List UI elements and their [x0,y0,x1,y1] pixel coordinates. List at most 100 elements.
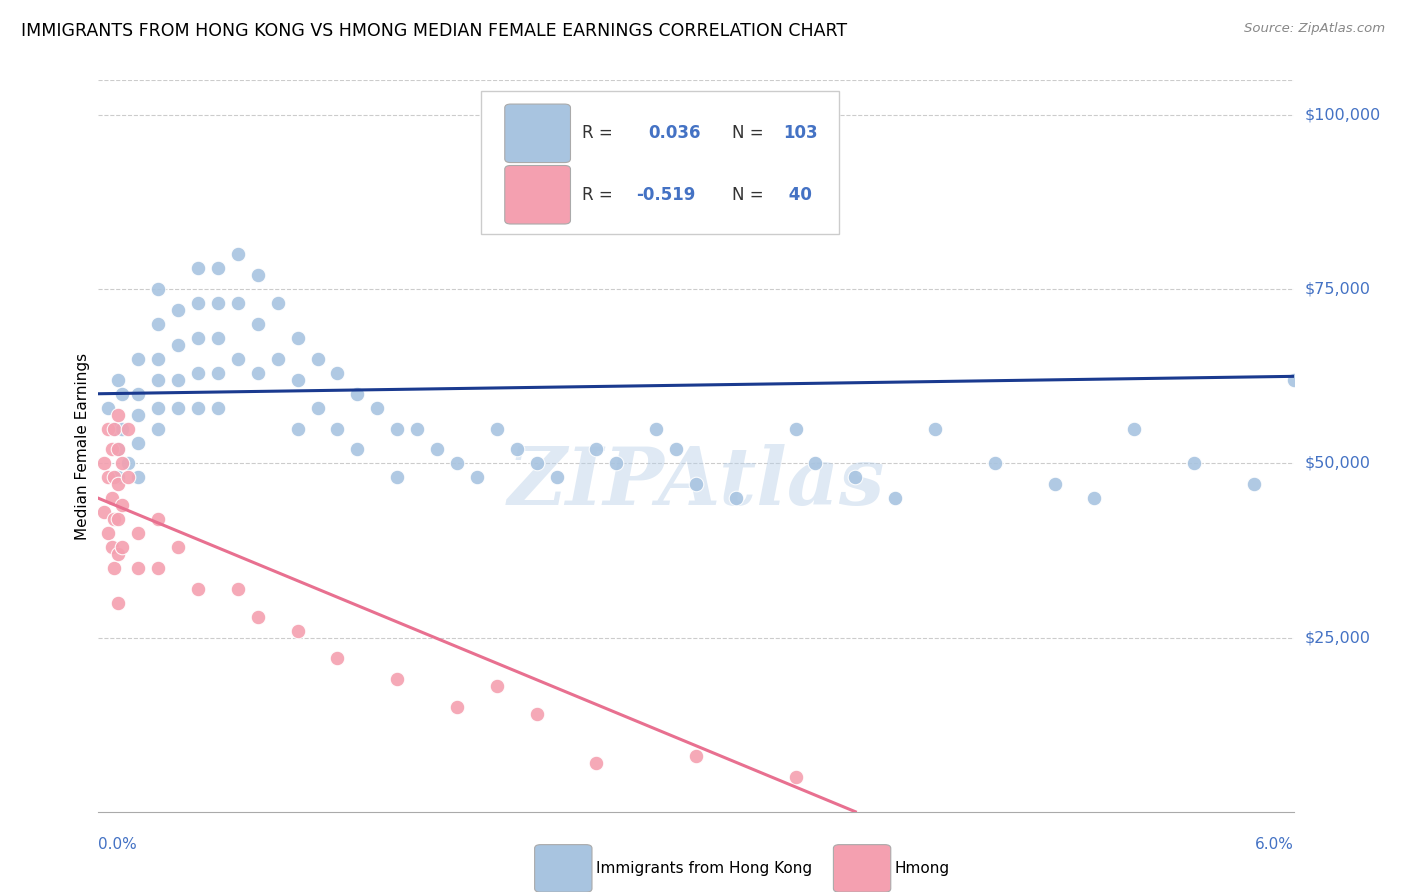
Point [1182,457,1205,471]
Point [187,582,209,596]
Point [101,491,124,506]
Point [685,749,707,764]
Point [785,770,807,784]
Point [924,421,946,435]
Point [117,457,139,471]
Point [187,331,209,345]
Point [111,386,134,401]
Point [103,470,125,484]
Point [148,282,170,296]
Point [226,351,249,366]
Point [111,540,134,554]
Point [785,421,807,435]
Point [103,421,125,435]
Text: -0.519: -0.519 [636,186,696,203]
Point [385,673,409,687]
Point [287,421,309,435]
Point [167,540,190,554]
Point [117,421,139,435]
Point [148,421,170,435]
Point [426,442,449,457]
Point [167,303,190,318]
Point [446,700,468,714]
Point [385,470,409,484]
Text: 40: 40 [783,186,813,203]
Point [267,351,290,366]
Text: 6.0%: 6.0% [1254,837,1294,852]
Point [645,421,668,435]
Point [97,421,120,435]
Point [385,421,409,435]
Text: R =: R = [582,124,624,143]
Point [111,457,134,471]
Point [107,373,129,387]
Point [187,261,209,276]
Point [93,505,115,519]
Point [97,526,120,541]
Point [207,261,229,276]
Point [148,373,170,387]
Point [366,401,388,415]
Point [127,561,149,575]
Point [246,268,269,283]
Point [326,421,349,435]
Point [127,386,149,401]
Point [485,421,508,435]
Point [246,609,269,624]
Point [346,442,368,457]
FancyBboxPatch shape [505,166,571,224]
Y-axis label: Median Female Earnings: Median Female Earnings [75,352,90,540]
Text: 0.036: 0.036 [648,124,700,143]
Point [526,707,548,722]
Point [93,457,115,471]
Point [103,561,125,575]
Point [226,296,249,310]
Point [127,351,149,366]
Point [246,317,269,331]
Point [585,756,607,770]
Point [307,351,329,366]
Point [111,421,134,435]
Point [1043,477,1066,491]
Point [107,596,129,610]
Point [246,366,269,380]
FancyBboxPatch shape [834,845,891,892]
Point [226,247,249,261]
Point [207,401,229,415]
Text: 0.0%: 0.0% [98,837,138,852]
Point [207,296,229,310]
Point [127,526,149,541]
Point [167,338,190,352]
FancyBboxPatch shape [505,104,571,162]
Text: Hmong: Hmong [894,862,949,876]
Point [1243,477,1265,491]
Point [346,386,368,401]
Point [107,470,129,484]
Point [406,421,429,435]
Point [226,582,249,596]
Point [465,470,488,484]
Point [485,679,508,693]
Point [884,491,907,506]
Point [127,470,149,484]
Text: $25,000: $25,000 [1305,630,1371,645]
Point [107,477,129,491]
Point [103,421,125,435]
Point [107,408,129,422]
Point [665,442,688,457]
Point [287,331,309,345]
Point [506,442,529,457]
Point [148,351,170,366]
Point [287,373,309,387]
Text: IMMIGRANTS FROM HONG KONG VS HMONG MEDIAN FEMALE EARNINGS CORRELATION CHART: IMMIGRANTS FROM HONG KONG VS HMONG MEDIA… [21,22,848,40]
Point [326,651,349,665]
Point [804,457,827,471]
Point [546,470,568,484]
Point [585,442,607,457]
Text: $50,000: $50,000 [1305,456,1371,471]
Point [148,561,170,575]
Point [983,457,1005,471]
Point [307,401,329,415]
Point [187,366,209,380]
Text: Source: ZipAtlas.com: Source: ZipAtlas.com [1244,22,1385,36]
